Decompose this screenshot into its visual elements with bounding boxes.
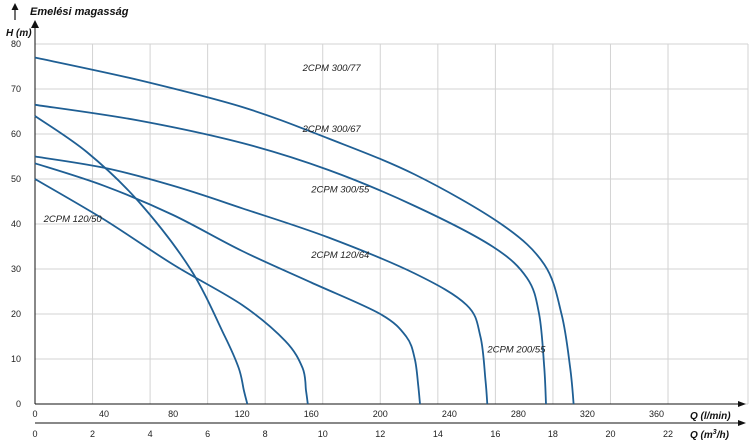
x2-label-sup: 3	[713, 429, 717, 436]
curve-label: 2CPM 300/77	[302, 63, 362, 74]
curve-label: 2CPM 300/55	[310, 185, 370, 196]
y-tick-label: 10	[11, 354, 21, 364]
y-tick-label: 0	[16, 399, 21, 409]
x-tick-label-lmin: 0	[32, 409, 37, 419]
x-tick-label-m3h: 12	[375, 429, 385, 439]
x-tick-label-m3h: 20	[605, 429, 615, 439]
curves	[34, 56, 575, 405]
x-tick-label-lmin: 280	[511, 409, 526, 419]
title-arrow-head	[11, 3, 19, 10]
curve-2cpm-120-64	[34, 115, 249, 405]
curve-label: 2CPM 120/50	[43, 214, 103, 225]
x-tick-label-lmin: 240	[442, 409, 457, 419]
x-tick-label-m3h: 14	[433, 429, 443, 439]
x-tick-label-m3h: 4	[148, 429, 153, 439]
x-axis-arrow-lmin	[738, 401, 746, 407]
x-tick-label-lmin: 120	[235, 409, 250, 419]
curve-2cpm-120-50	[34, 178, 309, 405]
x-axis-label-lmin: Q (l/min)	[690, 411, 731, 422]
x-tick-label-m3h: 8	[263, 429, 268, 439]
x-tick-label-m3h: 0	[32, 429, 37, 439]
x-tick-label-lmin: 40	[99, 409, 109, 419]
y-tick-label: 70	[11, 84, 21, 94]
y-tick-label: 50	[11, 174, 21, 184]
x-tick-label-lmin: 160	[304, 409, 319, 419]
x-tick-label-m3h: 18	[548, 429, 558, 439]
curve-2cpm-300-55	[34, 155, 489, 405]
x-tick-label-lmin: 80	[168, 409, 178, 419]
x-tick-label-lmin: 360	[649, 409, 664, 419]
x-tick-label-m3h: 16	[490, 429, 500, 439]
y-tick-label: 60	[11, 129, 21, 139]
curve-label: 2CPM 120/64	[310, 250, 369, 261]
x-tick-label-m3h: 10	[318, 429, 328, 439]
x-axis-label-m3h: Q (m3/h)	[690, 429, 730, 441]
curve-label: 2CPM 200/55	[486, 344, 546, 355]
x-tick-label-lmin: 200	[373, 409, 388, 419]
x-tick-label-lmin: 320	[580, 409, 595, 419]
curve-label: 2CPM 300/67	[302, 124, 362, 135]
y-tick-label: 80	[11, 39, 21, 49]
x-tick-label-m3h: 6	[205, 429, 210, 439]
x-tick-label-m3h: 2	[90, 429, 95, 439]
y-tick-label: 40	[11, 219, 21, 229]
curve-2cpm-300-67	[34, 103, 547, 405]
y-tick-label: 30	[11, 264, 21, 274]
x2-label-suffix: /h)	[716, 430, 730, 441]
x-tick-label-m3h: 22	[663, 429, 673, 439]
y-axis-label: H (m)	[6, 28, 32, 39]
x2-label-prefix: Q (m	[690, 430, 713, 441]
y-tick-label: 20	[11, 309, 21, 319]
curve-2cpm-300-77	[34, 56, 575, 405]
chart-title: Emelési magasság	[30, 6, 129, 18]
curve-2cpm-200-55	[34, 162, 421, 405]
y-axis-arrow	[31, 20, 39, 28]
x-axis-arrow-m3h	[738, 420, 746, 426]
grid-lines	[35, 43, 749, 405]
curve-labels: 2CPM 300/77 2CPM 300/67 2CPM 300/55 2CPM 12…	[43, 63, 546, 355]
